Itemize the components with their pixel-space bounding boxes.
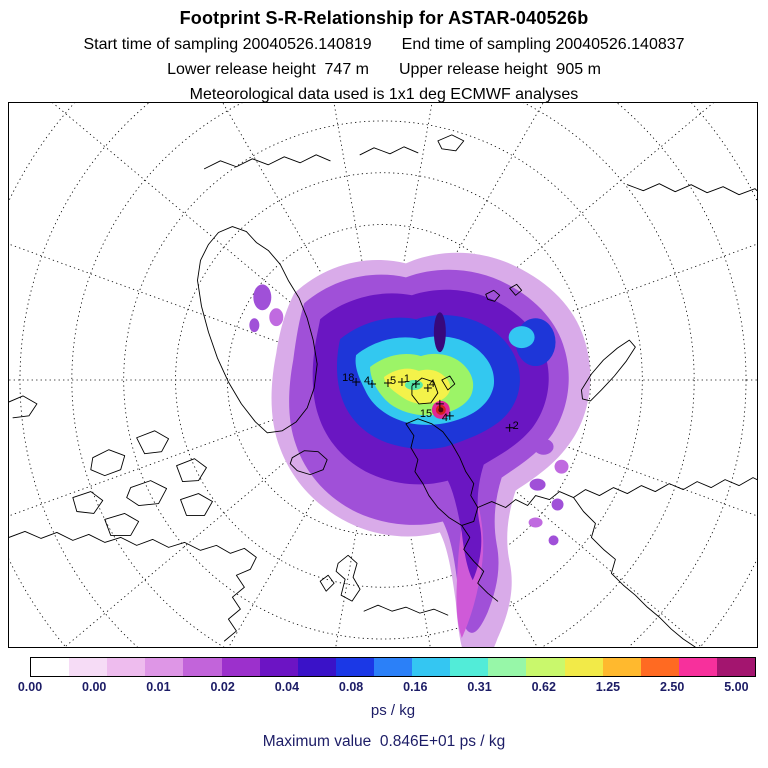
colorbar-tick-label: 0.01 [146,680,171,694]
colorbar-tick-label: 1.25 [595,680,621,694]
colorbar-segment [31,658,70,676]
colorbar-segment [335,658,374,676]
flight-track-markers: 18 4. 5 1 4 15 4 2 [342,372,519,432]
polar-map-svg: 18 4. 5 1 4 15 4 2 [9,103,757,647]
coastlines [9,134,757,647]
end-time-label: End time of sampling 20040526.140837 [401,36,685,53]
flight-track-label: 18 [342,372,354,384]
colorbar-tick-label: 0.00 [17,680,43,694]
flight-track-label: 4 [442,412,448,424]
maximum-value-label: Maximum value 0.846E+01 ps / kg [262,733,506,750]
header: Footprint S-R-Relationship for ASTAR-040… [0,8,768,104]
colorbar-segment [716,658,756,676]
upper-release-label: Upper release height 905 m [399,61,601,78]
colorbar-segment [526,658,565,676]
colorbar-segment [412,658,451,676]
colorbar-unit-label: ps / kg [370,702,416,719]
colorbar-segment [488,658,527,676]
colorbar-segment [373,658,413,676]
colorbar-tick-label: 0.31 [467,680,492,694]
colorbar-segment [183,658,222,676]
colorbar-segment [450,658,489,676]
colorbar-tick-label: 0.16 [403,680,428,694]
colorbar-tick-label: 0.08 [338,680,364,694]
colorbar-tick-label: 0.02 [210,680,235,694]
flight-track-label: 4 [429,378,435,390]
footprint-plume [249,252,591,647]
polar-map-panel: 18 4. 5 1 4 15 4 2 [8,102,758,648]
lower-release-label: Lower release height 747 m [167,61,369,78]
colorbar-segment [678,658,717,676]
colorbar-ticks: 0.00 0.00 0.01 0.02 0.04 0.08 0.16 0.31 0.62 1.25… [18,680,756,697]
page-title: Footprint S-R-Relationship for ASTAR-040… [179,8,589,28]
colorbar-tick-label: 0.62 [531,680,556,694]
release-heights-line: Lower release height 747 m Upper release… [0,61,768,79]
colorbar-segment [145,658,184,676]
colorbar-segment [107,658,146,676]
flight-track-label: 2 [513,420,519,432]
colorbar-tick-label: 5.00 [724,680,749,694]
colorbar-tick-label: 0.00 [82,680,107,694]
colorbar-segment [69,658,108,676]
colorbar-segment [259,658,298,676]
colorbar-segment [602,658,641,676]
colorbar-tick-label: 2.50 [660,680,685,694]
colorbar [30,657,756,677]
flight-track-label: 5 [390,375,396,387]
sampling-times-line: Start time of sampling 20040526.140819 E… [0,36,768,54]
colorbar-section: 0.00 0.00 0.01 0.02 0.04 0.08 0.16 0.31 0.62 1.25… [18,657,756,719]
met-data-line: Meteorological data used is 1x1 deg ECMW… [189,86,579,103]
flight-track-label: 1 [404,373,410,385]
colorbar-segment [564,658,603,676]
flight-track-crosses [352,377,514,432]
colorbar-segment [221,658,260,676]
flight-track-label: 4. [364,375,373,387]
start-time-label: Start time of sampling 20040526.140819 [83,36,372,53]
flight-track-label: 15 [420,408,432,420]
colorbar-tick-label: 0.04 [274,680,300,694]
colorbar-segment [640,658,679,676]
colorbar-segment [297,658,336,676]
